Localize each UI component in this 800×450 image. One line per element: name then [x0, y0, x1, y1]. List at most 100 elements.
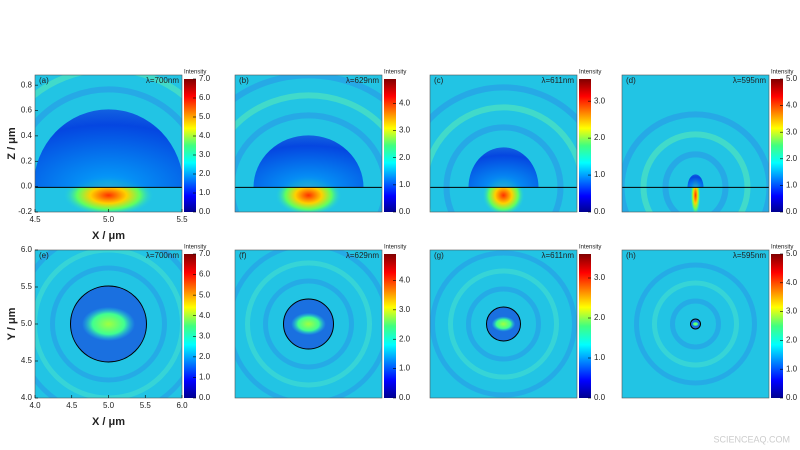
- panel-label: (a): [39, 76, 49, 85]
- x-tick-label: 4.5: [29, 215, 41, 224]
- colorbar-tick-label: 0.0: [786, 207, 798, 216]
- heatmap: [430, 250, 577, 398]
- field-band: [430, 84, 577, 124]
- colorbar-tick-label: 5.0: [199, 290, 211, 299]
- y-tick-label: 5.5: [21, 282, 33, 291]
- colorbar-label: Intensity: [579, 245, 601, 251]
- colorbar-tick-label: 2.0: [199, 169, 211, 178]
- field-ring: [245, 260, 372, 388]
- field-ring: [634, 262, 757, 386]
- y-axis-label: Y / μm: [6, 307, 18, 340]
- x-axis-label: X / μm: [92, 416, 125, 428]
- colorbar-tick-label: 0.0: [399, 393, 411, 402]
- dome: [35, 109, 182, 188]
- colorbar-tick-label: 1.0: [594, 353, 606, 362]
- x-tick-label: 5.0: [103, 401, 115, 410]
- colorbar: [771, 254, 783, 398]
- colorbar-tick-label: 4.0: [399, 99, 411, 108]
- plot-frame: [234, 74, 383, 213]
- wavelength-label: λ=595nm: [733, 76, 766, 85]
- hot-spot: [291, 312, 326, 336]
- colorbar-tick-label: 4.0: [786, 101, 798, 110]
- colorbar: [384, 79, 396, 212]
- panel-label: (f): [239, 251, 247, 260]
- field-band: [430, 104, 577, 212]
- plot-frame: [234, 249, 383, 399]
- colorbar: [579, 79, 591, 212]
- wavelength-label: λ=611nm: [541, 251, 574, 260]
- colorbar-tick-label: 0.0: [399, 207, 411, 216]
- x-tick-label: 5.5: [140, 401, 152, 410]
- colorbar-tick-label: 7.0: [199, 74, 211, 83]
- colorbar-tick-label: 0.0: [199, 207, 211, 216]
- panel-label: (e): [39, 251, 49, 260]
- wavelength-label: λ=700nm: [146, 251, 179, 260]
- colorbar: [184, 254, 196, 398]
- colorbar-tick-label: 4.0: [786, 278, 798, 287]
- colorbar-tick-label: 7.0: [199, 249, 211, 258]
- field-ring: [448, 268, 559, 380]
- panel-label: (d): [626, 76, 636, 85]
- x-tick-label: 4.0: [29, 401, 41, 410]
- particle-outline: [690, 318, 701, 330]
- y-tick-label: 0.4: [21, 131, 33, 140]
- colorbar-tick-label: 3.0: [786, 307, 798, 316]
- plot-frame: [429, 249, 578, 399]
- particle-outline: [70, 285, 147, 363]
- field-ring: [50, 265, 167, 383]
- wavelength-label: λ=629nm: [346, 251, 379, 260]
- colorbar-label: Intensity: [771, 70, 793, 76]
- colorbar-tick-label: 4.0: [199, 131, 211, 140]
- colorbar-tick-label: 3.0: [786, 127, 798, 136]
- hot-spot: [692, 321, 699, 327]
- y-tick-label: 4.5: [21, 356, 33, 365]
- colorbar-tick-label: 5.0: [786, 249, 798, 258]
- wavelength-label: λ=595nm: [733, 251, 766, 260]
- field-ring: [652, 280, 739, 368]
- colorbar-tick-label: 1.0: [786, 364, 798, 373]
- y-tick-label: 0.6: [21, 106, 33, 115]
- colorbar-tick-label: 1.0: [399, 364, 411, 373]
- heatmap: [235, 75, 382, 212]
- colorbar-tick-label: 2.0: [786, 336, 798, 345]
- y-tick-label: 5.0: [21, 319, 33, 328]
- field-band: [622, 111, 769, 212]
- colorbar: [384, 254, 396, 398]
- particle-outline: [486, 306, 521, 342]
- field-band: [35, 86, 182, 129]
- colorbar-label: Intensity: [184, 245, 206, 251]
- wavelength-label: λ=611nm: [541, 76, 574, 85]
- y-tick-label: 6.0: [21, 245, 33, 254]
- plot-frame: [621, 74, 770, 213]
- panel-label: (h): [626, 251, 636, 260]
- colorbar-tick-label: 2.0: [594, 313, 606, 322]
- particle-outline: [283, 298, 334, 350]
- plot-frame: [621, 249, 770, 399]
- colorbar-tick-label: 3.0: [399, 305, 411, 314]
- colorbar-tick-label: 4.0: [399, 276, 411, 285]
- colorbar-tick-label: 6.0: [199, 270, 211, 279]
- heatmap: [35, 75, 182, 212]
- panel-label: (b): [239, 76, 249, 85]
- field-band: [235, 112, 382, 212]
- panel-label: (g): [434, 251, 444, 260]
- colorbar-label: Intensity: [384, 245, 406, 251]
- colorbar-tick-label: 1.0: [594, 170, 606, 179]
- y-tick-label: -0.2: [18, 207, 32, 216]
- dome: [687, 174, 704, 188]
- colorbar: [579, 254, 591, 398]
- colorbar-tick-label: 3.0: [199, 150, 211, 159]
- heatmap: [35, 250, 182, 398]
- colorbar-tick-label: 3.0: [399, 126, 411, 135]
- colorbar-tick-label: 6.0: [199, 93, 211, 102]
- heatmap: [622, 250, 769, 398]
- field-ring: [670, 298, 721, 350]
- colorbar-tick-label: 0.0: [594, 393, 606, 402]
- colorbar: [771, 79, 783, 212]
- colorbar-tick-label: 5.0: [199, 112, 211, 121]
- colorbar-tick-label: 3.0: [199, 331, 211, 340]
- y-tick-label: 0.2: [21, 156, 33, 165]
- colorbar-tick-label: 5.0: [786, 74, 798, 83]
- colorbar-label: Intensity: [384, 70, 406, 76]
